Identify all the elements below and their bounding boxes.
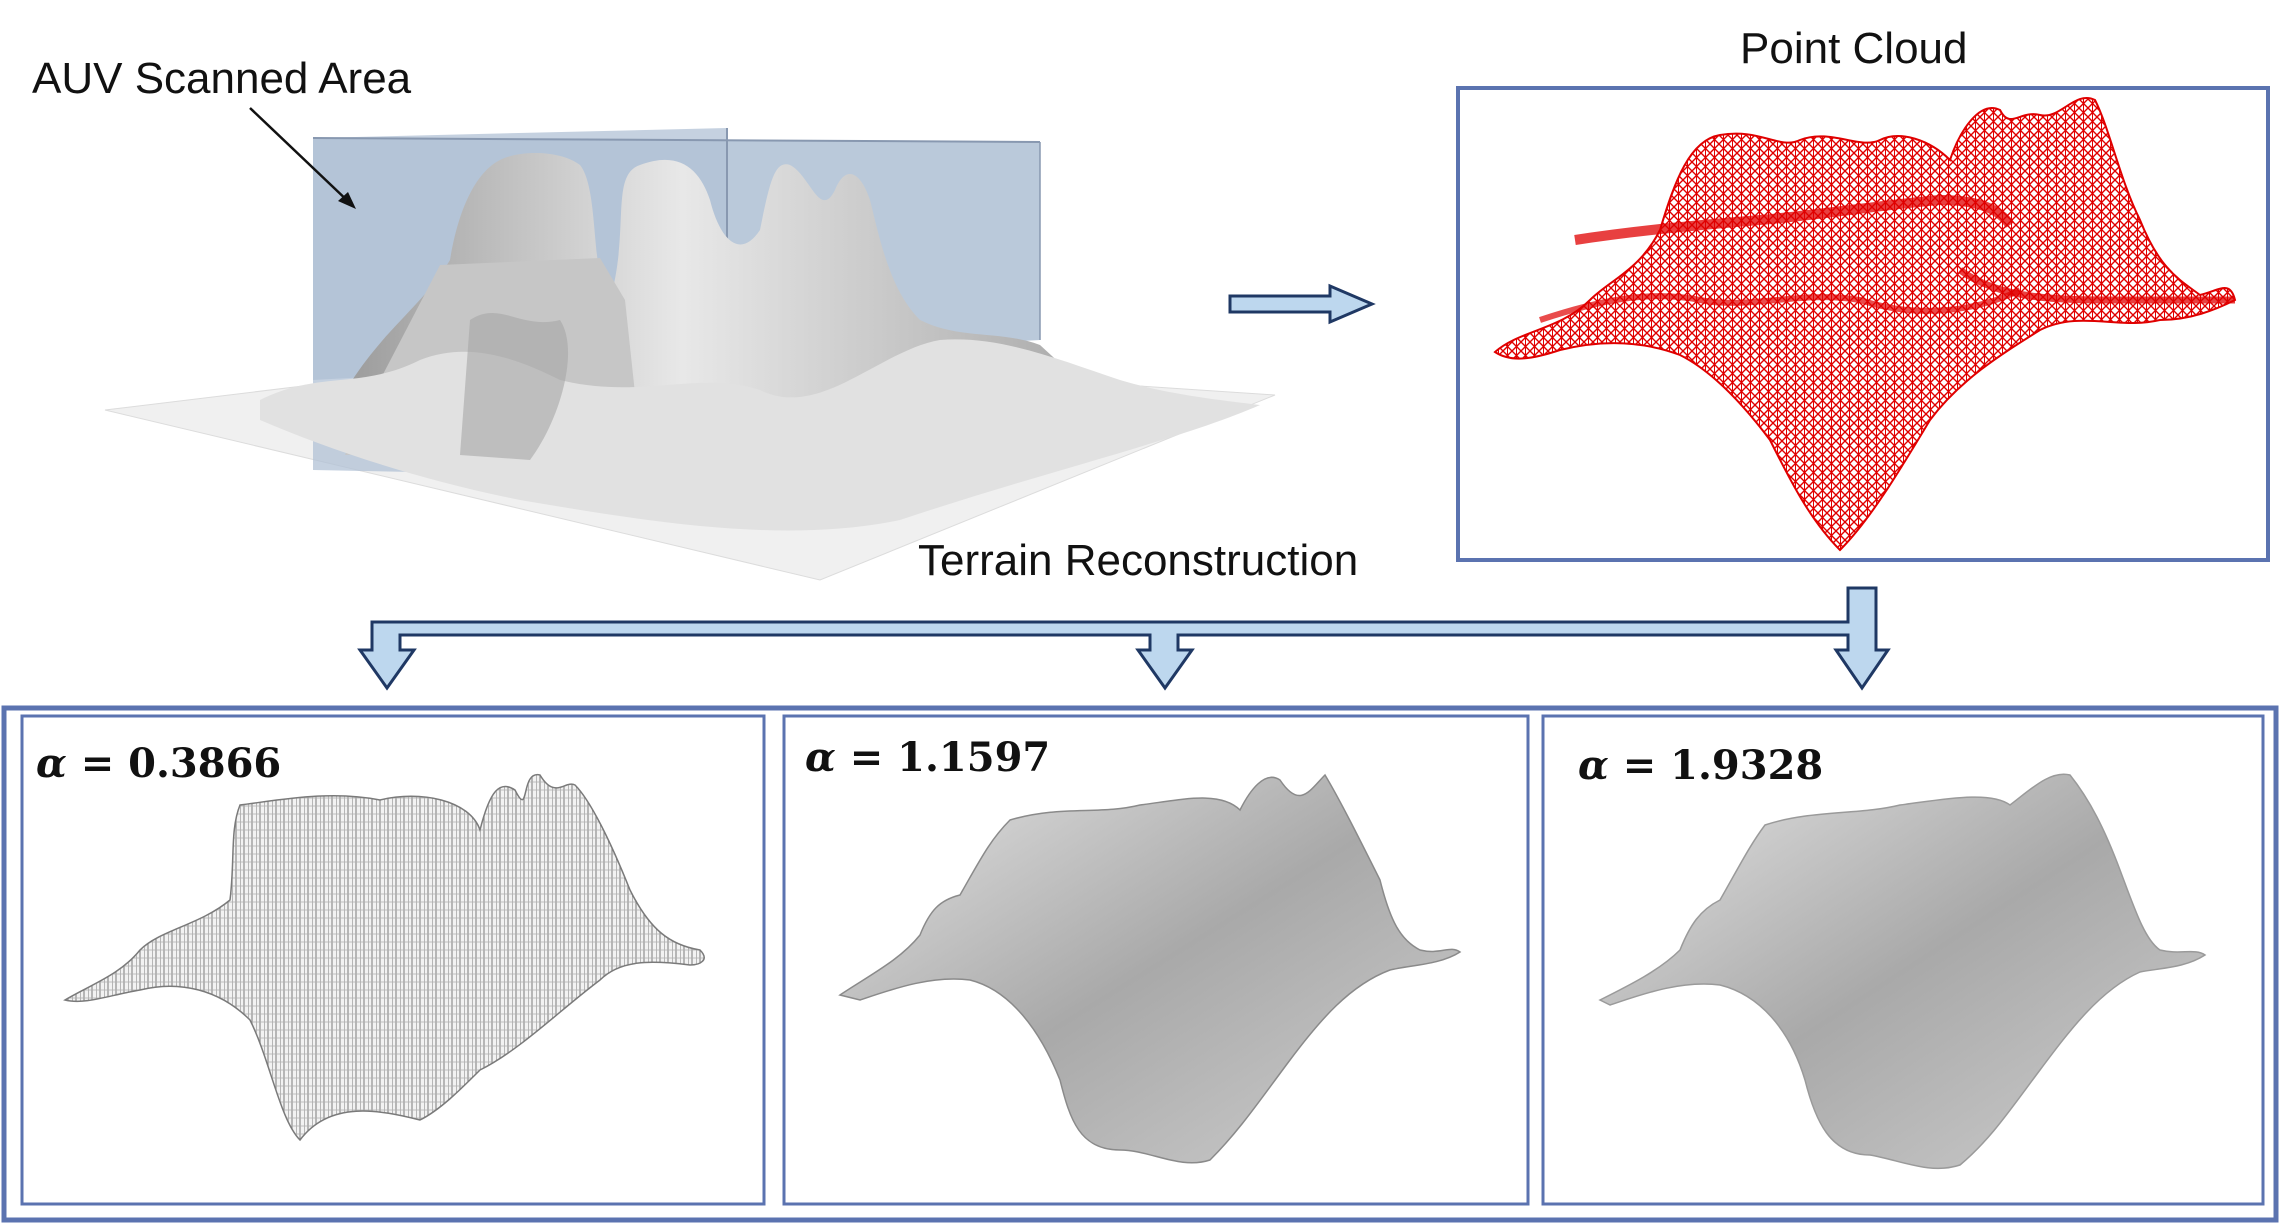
right-arrow-icon [1228, 283, 1376, 325]
pointer-arrowhead-icon [338, 192, 356, 209]
alpha-label-3: α = 1.9328 [1578, 742, 1823, 789]
alpha-value: 1.1597 [897, 734, 1051, 781]
alpha-symbol: α [1578, 742, 1609, 789]
scanned-terrain-illustration [104, 128, 1276, 581]
alpha-symbol: α [36, 740, 67, 787]
point-cloud-title: Point Cloud [1740, 24, 1968, 73]
reconstruction-mesh-1 [63, 774, 705, 1142]
reconstruction-outer-frame [1, 705, 2279, 1223]
point-cloud-shape [1493, 97, 2237, 552]
terrain-shadow [460, 312, 569, 460]
alpha-symbol: α [805, 734, 836, 781]
alpha-value: 0.3866 [128, 740, 282, 787]
branch-arrows [357, 586, 1891, 691]
alpha-label-1: α = 0.3866 [36, 740, 281, 787]
branch-arrow-shape [357, 586, 1891, 691]
alpha-label-2: α = 1.1597 [805, 734, 1050, 781]
reconstruction-mesh-2 [838, 773, 1462, 1164]
reconstruction-mesh-3 [1598, 773, 2207, 1170]
equals-sign: = [835, 734, 898, 781]
alpha-value: 1.9328 [1670, 742, 1824, 789]
scan-box-edge [312, 137, 1041, 143]
scanned-area-label: AUV Scanned Area [32, 54, 412, 103]
scanned-area-pointer [249, 107, 353, 206]
equals-sign: = [1608, 742, 1671, 789]
terrain-reconstruction-label: Terrain Reconstruction [918, 536, 1359, 585]
equals-sign: = [66, 740, 129, 787]
